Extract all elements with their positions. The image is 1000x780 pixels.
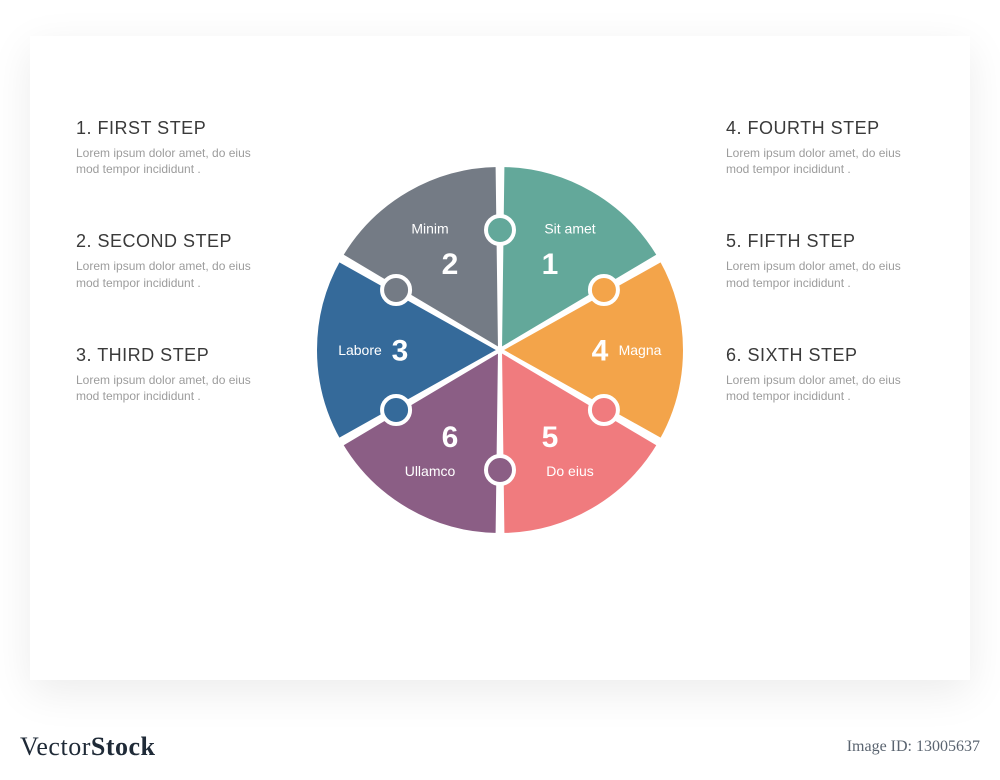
puzzle-knob — [590, 276, 618, 304]
slice-number: 3 — [392, 335, 409, 368]
step-body: Lorem ipsum dolor amet, do eius mod temp… — [76, 145, 266, 177]
step-body: Lorem ipsum dolor amet, do eius mod temp… — [726, 258, 916, 290]
step-title: 6. SIXTH STEP — [726, 345, 916, 366]
step-title: 5. FIFTH STEP — [726, 231, 916, 252]
step-title: 3. THIRD STEP — [76, 345, 266, 366]
puzzle-knob — [486, 456, 514, 484]
slice-label: Sit amet — [544, 221, 595, 237]
step-block: 2. SECOND STEP Lorem ipsum dolor amet, d… — [76, 231, 266, 290]
puzzle-knob — [590, 396, 618, 424]
pie-puzzle-chart: 1 Sit amet 4 Magna 5 Do eius 6 Ullamco 3 Labore 2 M… — [305, 155, 695, 545]
slice-number: 6 — [442, 421, 459, 454]
step-body: Lorem ipsum dolor amet, do eius mod temp… — [76, 372, 266, 404]
step-block: 4. FOURTH STEP Lorem ipsum dolor amet, d… — [726, 118, 916, 177]
page: 1. FIRST STEP Lorem ipsum dolor amet, do… — [0, 0, 1000, 780]
brand-thin: Vector — [20, 732, 91, 761]
steps-column-left: 1. FIRST STEP Lorem ipsum dolor amet, do… — [76, 118, 266, 458]
step-title: 1. FIRST STEP — [76, 118, 266, 139]
slice-label: Ullamco — [405, 463, 456, 479]
slice-number: 5 — [542, 421, 559, 454]
puzzle-knob — [382, 396, 410, 424]
pie-svg: 1 Sit amet 4 Magna 5 Do eius 6 Ullamco 3 Labore 2 M… — [305, 155, 695, 545]
step-block: 3. THIRD STEP Lorem ipsum dolor amet, do… — [76, 345, 266, 404]
step-title: 4. FOURTH STEP — [726, 118, 916, 139]
slice-number: 2 — [442, 248, 459, 281]
step-block: 5. FIFTH STEP Lorem ipsum dolor amet, do… — [726, 231, 916, 290]
puzzle-knob — [382, 276, 410, 304]
slice-label: Magna — [619, 342, 662, 358]
slice-label: Minim — [411, 221, 448, 237]
steps-column-right: 4. FOURTH STEP Lorem ipsum dolor amet, d… — [726, 118, 916, 458]
step-body: Lorem ipsum dolor amet, do eius mod temp… — [726, 145, 916, 177]
step-body: Lorem ipsum dolor amet, do eius mod temp… — [726, 372, 916, 404]
slice-label: Labore — [338, 342, 382, 358]
slice-label: Do eius — [546, 463, 593, 479]
step-title: 2. SECOND STEP — [76, 231, 266, 252]
watermark-brand: VectorStock — [20, 732, 155, 762]
step-body: Lorem ipsum dolor amet, do eius mod temp… — [76, 258, 266, 290]
puzzle-knob — [486, 216, 514, 244]
step-block: 1. FIRST STEP Lorem ipsum dolor amet, do… — [76, 118, 266, 177]
footer: VectorStock Image ID: 13005637 — [0, 732, 1000, 762]
brand-bold: Stock — [91, 732, 156, 761]
slice-number: 1 — [542, 248, 559, 281]
step-block: 6. SIXTH STEP Lorem ipsum dolor amet, do… — [726, 345, 916, 404]
watermark-image-id: Image ID: 13005637 — [847, 738, 980, 756]
slice-number: 4 — [592, 335, 609, 368]
